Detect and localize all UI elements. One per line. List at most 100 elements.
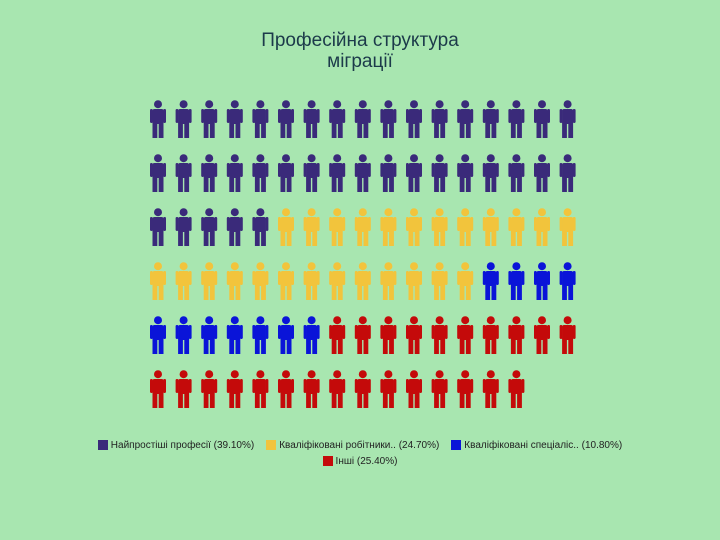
legend-item-1: Найпростіші професії (39.10%) — [97, 440, 254, 451]
person-icon — [303, 370, 320, 408]
legend-percent-2: (24.70%) — [398, 439, 440, 451]
person-icon — [380, 154, 397, 192]
legend-swatch-4 — [322, 456, 333, 466]
person-icon — [406, 262, 422, 300]
person-icon — [278, 316, 294, 354]
person-icon — [534, 262, 550, 300]
person-icon — [278, 370, 294, 408]
person-icon — [482, 370, 499, 408]
person-icon — [457, 154, 474, 192]
person-icon — [559, 100, 576, 138]
person-icon — [380, 100, 397, 138]
person-icon — [380, 370, 397, 408]
person-icon — [406, 154, 422, 192]
person-icon — [201, 370, 218, 408]
person-icon — [559, 154, 576, 192]
person-icon — [329, 208, 346, 246]
person-icon — [150, 154, 166, 192]
person-icon — [431, 208, 448, 246]
legend-percent-4: (25.40%) — [356, 455, 398, 467]
person-icon — [329, 370, 346, 408]
person-icon — [380, 316, 397, 354]
person-icon — [457, 100, 474, 138]
person-icon — [406, 370, 422, 408]
person-icon — [482, 100, 499, 138]
chart-title-line2: міграції — [327, 51, 393, 72]
person-icon — [303, 316, 320, 354]
person-icon — [226, 208, 243, 246]
legend-name-1: Найпростіші професії — [110, 439, 211, 451]
legend-row-2: Інші (25.40%) — [0, 453, 720, 469]
person-icon — [457, 370, 474, 408]
person-icon — [431, 316, 448, 354]
person-icon — [559, 316, 576, 354]
person-icon — [406, 100, 422, 138]
person-icon — [175, 370, 192, 408]
person-icon — [201, 100, 218, 138]
legend-label-4: Інші (25.40%) — [336, 456, 398, 467]
person-icon — [278, 208, 294, 246]
person-icon — [303, 262, 320, 300]
person-icon — [354, 370, 371, 408]
person-icon — [559, 208, 576, 246]
person-icon — [508, 208, 525, 246]
legend-swatch-3 — [451, 440, 462, 450]
person-icon — [457, 208, 474, 246]
person-icon — [534, 316, 550, 354]
person-icon — [201, 262, 218, 300]
legend-label-1: Найпростіші професії (39.10%) — [111, 440, 254, 451]
person-icon — [175, 208, 192, 246]
legend-name-3: Кваліфіковані спеціаліс.. — [464, 439, 579, 451]
legend-label-3: Кваліфіковані спеціаліс.. (10.80%) — [464, 440, 622, 451]
person-icon — [303, 154, 320, 192]
legend-item-3: Кваліфіковані спеціаліс.. (10.80%) — [451, 440, 622, 451]
person-icon — [278, 100, 294, 138]
person-icon — [226, 262, 243, 300]
person-icon — [226, 370, 243, 408]
person-icon — [303, 208, 320, 246]
person-icon — [457, 316, 474, 354]
person-icon — [508, 262, 525, 300]
person-icon — [150, 370, 166, 408]
person-icon — [150, 208, 166, 246]
legend-name-4: Інші — [335, 455, 355, 467]
person-icon — [252, 262, 269, 300]
person-icon — [508, 370, 525, 408]
chart-title: Професійна структура міграції — [0, 30, 720, 72]
legend-row-1: Найпростіші професії (39.10%) Кваліфіков… — [0, 437, 720, 453]
legend-label-2: Кваліфіковані робітники.. (24.70%) — [279, 440, 439, 451]
person-icon — [201, 208, 218, 246]
person-icon — [534, 154, 550, 192]
person-icon — [329, 316, 346, 354]
legend-swatch-1 — [97, 440, 108, 450]
person-icon — [278, 262, 294, 300]
person-icon — [354, 208, 371, 246]
person-icon — [354, 154, 371, 192]
person-icon — [508, 316, 525, 354]
person-icon — [457, 262, 474, 300]
person-icon — [482, 208, 499, 246]
person-icon — [226, 100, 243, 138]
person-icon — [252, 208, 269, 246]
person-icon — [482, 262, 499, 300]
person-icon — [482, 154, 499, 192]
person-icon — [252, 154, 269, 192]
person-icon — [431, 370, 448, 408]
person-icon — [380, 208, 397, 246]
legend: Найпростіші професії (39.10%) Кваліфіков… — [0, 437, 720, 469]
person-icon — [431, 262, 448, 300]
person-icon — [150, 262, 166, 300]
pictograph-plot — [150, 100, 576, 408]
person-icon — [508, 100, 525, 138]
chart-title-line1: Професійна структура — [261, 30, 459, 51]
person-icon — [406, 316, 422, 354]
person-icon — [482, 316, 499, 354]
person-icon — [175, 316, 192, 354]
person-icon — [175, 262, 192, 300]
person-icon — [406, 208, 422, 246]
legend-name-2: Кваліфіковані робітники.. — [279, 439, 396, 451]
person-icon — [252, 100, 269, 138]
person-icon — [201, 154, 218, 192]
person-icon — [431, 154, 448, 192]
person-icon — [534, 100, 550, 138]
